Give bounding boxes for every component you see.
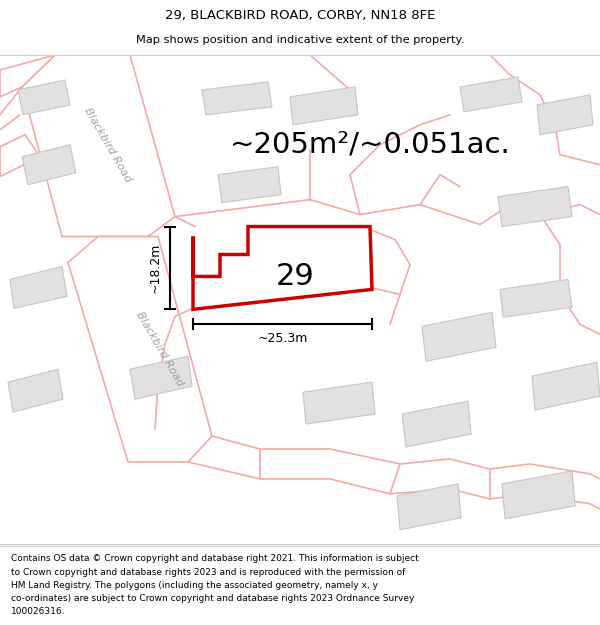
- Polygon shape: [233, 246, 295, 286]
- Polygon shape: [402, 401, 471, 447]
- Polygon shape: [22, 55, 175, 236]
- Polygon shape: [202, 82, 272, 115]
- Text: HM Land Registry. The polygons (including the associated geometry, namely x, y: HM Land Registry. The polygons (includin…: [11, 581, 378, 590]
- Text: ~25.3m: ~25.3m: [257, 332, 308, 345]
- Polygon shape: [397, 484, 461, 530]
- Text: ~205m²/~0.051ac.: ~205m²/~0.051ac.: [230, 131, 511, 159]
- Text: 100026316.: 100026316.: [11, 608, 65, 616]
- Polygon shape: [498, 187, 572, 226]
- Polygon shape: [8, 369, 63, 412]
- Text: ~18.2m: ~18.2m: [149, 242, 161, 293]
- Polygon shape: [218, 167, 281, 202]
- Text: to Crown copyright and database rights 2023 and is reproduced with the permissio: to Crown copyright and database rights 2…: [11, 568, 405, 576]
- Text: 29, BLACKBIRD ROAD, CORBY, NN18 8FE: 29, BLACKBIRD ROAD, CORBY, NN18 8FE: [165, 9, 435, 22]
- Text: 29: 29: [275, 262, 314, 291]
- Polygon shape: [500, 279, 572, 318]
- Polygon shape: [22, 145, 76, 184]
- Polygon shape: [290, 87, 358, 125]
- Text: Contains OS data © Crown copyright and database right 2021. This information is : Contains OS data © Crown copyright and d…: [11, 554, 419, 563]
- Polygon shape: [0, 135, 40, 177]
- Polygon shape: [303, 382, 375, 424]
- Text: Map shows position and indicative extent of the property.: Map shows position and indicative extent…: [136, 34, 464, 44]
- Polygon shape: [537, 95, 593, 135]
- Polygon shape: [422, 312, 496, 361]
- Text: Blackbird Road: Blackbird Road: [134, 310, 185, 388]
- Polygon shape: [18, 80, 70, 115]
- Polygon shape: [502, 471, 575, 519]
- Polygon shape: [193, 226, 372, 309]
- Polygon shape: [460, 77, 522, 112]
- Polygon shape: [130, 356, 192, 399]
- Polygon shape: [532, 362, 600, 410]
- Polygon shape: [10, 266, 67, 308]
- Polygon shape: [68, 236, 212, 462]
- Text: co-ordinates) are subject to Crown copyright and database rights 2023 Ordnance S: co-ordinates) are subject to Crown copyr…: [11, 594, 414, 603]
- Text: Blackbird Road: Blackbird Road: [83, 106, 133, 184]
- Polygon shape: [0, 55, 55, 97]
